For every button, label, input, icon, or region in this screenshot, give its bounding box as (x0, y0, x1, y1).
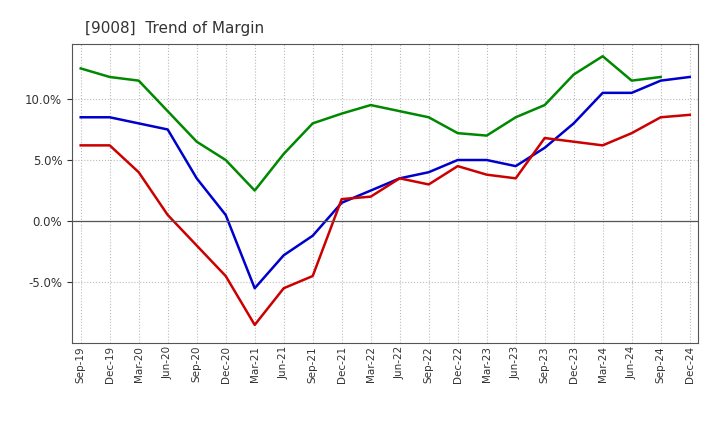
Ordinary Income (279, 253, 288, 258)
Ordinary Income (541, 145, 549, 150)
Operating Cashflow (135, 78, 143, 83)
Text: [9008]  Trend of Margin: [9008] Trend of Margin (84, 21, 264, 36)
Ordinary Income (570, 121, 578, 126)
Net Income (511, 176, 520, 181)
Ordinary Income (454, 158, 462, 163)
Net Income (685, 112, 694, 117)
Net Income (541, 136, 549, 141)
Net Income (192, 243, 201, 248)
Ordinary Income (395, 176, 404, 181)
Operating Cashflow (511, 115, 520, 120)
Ordinary Income (308, 233, 317, 238)
Net Income (135, 169, 143, 175)
Net Income (627, 131, 636, 136)
Ordinary Income (163, 127, 172, 132)
Operating Cashflow (454, 131, 462, 136)
Net Income (76, 143, 85, 148)
Operating Cashflow (424, 115, 433, 120)
Ordinary Income (627, 90, 636, 95)
Operating Cashflow (192, 139, 201, 144)
Operating Cashflow (627, 78, 636, 83)
Operating Cashflow (251, 188, 259, 193)
Ordinary Income (657, 78, 665, 83)
Operating Cashflow (308, 121, 317, 126)
Operating Cashflow (657, 74, 665, 80)
Net Income (163, 213, 172, 218)
Operating Cashflow (541, 103, 549, 108)
Operating Cashflow (163, 109, 172, 114)
Net Income (395, 176, 404, 181)
Net Income (424, 182, 433, 187)
Ordinary Income (511, 164, 520, 169)
Ordinary Income (105, 115, 114, 120)
Ordinary Income (76, 115, 85, 120)
Net Income (105, 143, 114, 148)
Net Income (308, 273, 317, 279)
Ordinary Income (135, 121, 143, 126)
Net Income (251, 322, 259, 327)
Operating Cashflow (105, 74, 114, 80)
Ordinary Income (221, 213, 230, 218)
Line: Net Income: Net Income (81, 115, 690, 325)
Net Income (279, 286, 288, 291)
Operating Cashflow (598, 54, 607, 59)
Net Income (338, 196, 346, 202)
Net Income (221, 273, 230, 279)
Net Income (366, 194, 375, 199)
Operating Cashflow (395, 109, 404, 114)
Operating Cashflow (338, 111, 346, 116)
Operating Cashflow (482, 133, 491, 138)
Operating Cashflow (279, 151, 288, 157)
Line: Operating Cashflow: Operating Cashflow (81, 56, 661, 191)
Operating Cashflow (76, 66, 85, 71)
Ordinary Income (424, 169, 433, 175)
Ordinary Income (338, 200, 346, 205)
Net Income (454, 164, 462, 169)
Operating Cashflow (366, 103, 375, 108)
Net Income (657, 115, 665, 120)
Operating Cashflow (221, 158, 230, 163)
Net Income (598, 143, 607, 148)
Net Income (482, 172, 491, 177)
Ordinary Income (482, 158, 491, 163)
Ordinary Income (685, 74, 694, 80)
Ordinary Income (192, 176, 201, 181)
Net Income (570, 139, 578, 144)
Operating Cashflow (570, 72, 578, 77)
Ordinary Income (366, 188, 375, 193)
Line: Ordinary Income: Ordinary Income (81, 77, 690, 288)
Ordinary Income (598, 90, 607, 95)
Ordinary Income (251, 286, 259, 291)
